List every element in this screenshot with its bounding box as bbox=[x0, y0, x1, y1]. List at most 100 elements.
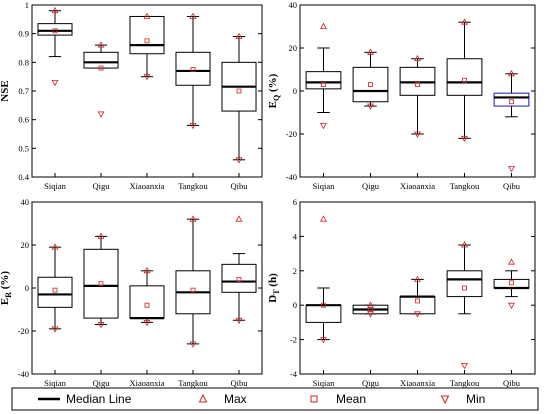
x-tick-label: Siqian bbox=[313, 378, 335, 388]
mean-marker bbox=[144, 302, 150, 308]
max-marker bbox=[51, 6, 59, 14]
min-marker bbox=[461, 135, 468, 143]
x-tick-label: Xiaoanxia bbox=[400, 181, 435, 191]
max-marker bbox=[189, 215, 197, 222]
mean-marker bbox=[415, 298, 420, 304]
y-tick-label: -2 bbox=[290, 335, 297, 345]
mean-marker bbox=[462, 285, 467, 291]
max-marker bbox=[143, 266, 151, 274]
y-tick-label: 20 bbox=[289, 43, 298, 53]
box-qibu bbox=[493, 69, 530, 173]
y-tick-label: -20 bbox=[18, 326, 29, 336]
max-marker bbox=[461, 241, 468, 248]
box-tangkou bbox=[175, 12, 211, 130]
mean-marker bbox=[190, 287, 196, 293]
max-marker bbox=[97, 232, 105, 239]
min-marker bbox=[143, 74, 151, 81]
min-marker bbox=[189, 341, 197, 348]
min-marker bbox=[97, 111, 105, 118]
iqr-box bbox=[305, 304, 342, 323]
max-marker bbox=[235, 32, 243, 39]
x-tick-label: Tangkou bbox=[450, 378, 480, 388]
mean-marker bbox=[144, 38, 150, 44]
box-qigu bbox=[83, 41, 119, 118]
y-tick-label: 40 bbox=[289, 0, 298, 10]
min-marker bbox=[143, 320, 151, 327]
box-tangkou bbox=[446, 18, 483, 143]
max-marker bbox=[320, 22, 327, 29]
min-marker bbox=[189, 123, 197, 130]
y-tick-label: 40 bbox=[21, 197, 30, 207]
mean-marker bbox=[98, 65, 104, 71]
y-tick-label: 0.8 bbox=[18, 57, 29, 67]
y-axis-label: ER (%) bbox=[0, 271, 13, 306]
mean-marker bbox=[190, 67, 196, 72]
mean-marker bbox=[52, 28, 58, 34]
iqr-box bbox=[175, 51, 211, 86]
iqr-box bbox=[446, 270, 483, 298]
mean-marker bbox=[52, 287, 58, 293]
iqr-box bbox=[83, 51, 119, 69]
mean-marker bbox=[462, 77, 467, 83]
chart-panel-1: 0.4 0.5 0.6 0.7 0.8 0.9 1 Siqian Qigu Xiaoanxia Ta… bbox=[0, 0, 263, 191]
min-marker bbox=[367, 103, 374, 110]
iqr-box bbox=[352, 66, 389, 103]
y-tick-label: 0.5 bbox=[18, 143, 29, 153]
iqr-box bbox=[305, 71, 342, 90]
y-tick-label: -40 bbox=[18, 369, 29, 379]
box-tangkou bbox=[175, 215, 211, 348]
panels: 0.4 0.5 0.6 0.7 0.8 0.9 1 Siqian Qigu Xiaoanxia Ta… bbox=[0, 0, 536, 388]
mean-marker bbox=[509, 280, 514, 286]
box-xiaoanxia bbox=[399, 275, 436, 318]
min-marker bbox=[235, 317, 243, 325]
max-marker bbox=[189, 12, 197, 19]
x-tick-label: Siqian bbox=[44, 181, 66, 191]
legend-median-label: Median Line bbox=[66, 392, 132, 406]
y-tick-label: 0 bbox=[293, 86, 297, 96]
y-tick-label: 0.6 bbox=[18, 115, 29, 125]
y-tick-label: 20 bbox=[21, 240, 30, 250]
max-marker bbox=[320, 215, 327, 222]
y-tick-label: 2 bbox=[293, 266, 297, 276]
y-axis-label: EQ (%) bbox=[267, 73, 281, 108]
box-qibu bbox=[221, 215, 257, 325]
box-qigu bbox=[83, 232, 119, 329]
y-axis-label: NSE bbox=[0, 80, 11, 101]
iqr-box bbox=[221, 263, 257, 293]
x-tick-label: Siqian bbox=[313, 181, 335, 191]
box-qigu bbox=[352, 301, 389, 318]
y-tick-label: 4 bbox=[293, 231, 298, 241]
legend-max-marker bbox=[198, 393, 208, 403]
box-siqian bbox=[305, 22, 342, 130]
x-tick-label: Siqian bbox=[44, 378, 66, 388]
x-tick-label: Tangkou bbox=[450, 181, 480, 191]
min-marker bbox=[320, 337, 327, 344]
max-marker bbox=[51, 243, 59, 250]
mean-marker bbox=[98, 281, 104, 287]
max-marker bbox=[414, 275, 421, 282]
mean-marker bbox=[236, 88, 242, 94]
box-xiaoanxia bbox=[129, 266, 165, 327]
y-tick-label: 0.9 bbox=[18, 29, 29, 39]
max-marker bbox=[143, 12, 151, 19]
x-tick-label: Tangkou bbox=[178, 181, 208, 191]
max-marker bbox=[461, 18, 468, 25]
x-tick-label: Qibu bbox=[231, 378, 249, 388]
iqr-box bbox=[129, 15, 165, 55]
y-tick-label: 6 bbox=[293, 197, 297, 207]
x-tick-label: Xiaoanxia bbox=[400, 378, 435, 388]
box-siqian bbox=[37, 243, 73, 333]
min-marker bbox=[51, 80, 59, 87]
max-marker bbox=[367, 301, 374, 308]
y-tick-label: -20 bbox=[286, 129, 297, 139]
iqr-box bbox=[129, 285, 165, 319]
legend-max-label: Max bbox=[224, 392, 247, 406]
box-xiaoanxia bbox=[399, 54, 436, 138]
mean-marker bbox=[321, 82, 326, 87]
x-tick-label: Qigu bbox=[93, 378, 111, 388]
mean-marker bbox=[368, 82, 373, 87]
max-marker bbox=[235, 215, 243, 222]
box-qibu bbox=[493, 258, 530, 310]
mean-marker bbox=[415, 82, 420, 87]
